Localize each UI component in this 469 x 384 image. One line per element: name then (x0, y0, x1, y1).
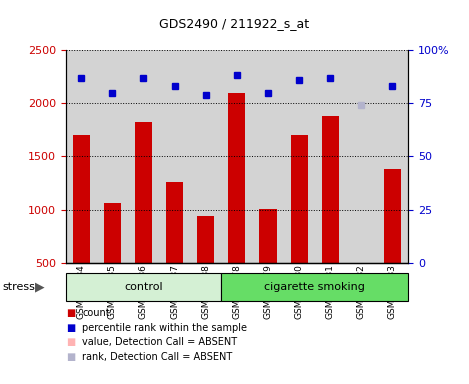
Bar (190, 50, 221, 263)
Bar (221, 50, 252, 263)
Bar (97, 50, 128, 263)
Bar (66, 273, 221, 301)
Bar (197, 216, 214, 316)
Text: ■: ■ (66, 337, 75, 347)
Bar (73, 135, 90, 316)
Bar (166, 182, 183, 316)
Bar (66, 50, 97, 263)
Text: percentile rank within the sample: percentile rank within the sample (82, 323, 247, 333)
Bar (384, 169, 401, 316)
Bar (128, 50, 159, 263)
Text: GDS2490 / 211922_s_at: GDS2490 / 211922_s_at (159, 17, 310, 30)
Bar (346, 50, 377, 263)
Bar (290, 135, 308, 316)
Text: rank, Detection Call = ABSENT: rank, Detection Call = ABSENT (82, 352, 232, 362)
Text: ■: ■ (66, 323, 75, 333)
Text: ■: ■ (66, 352, 75, 362)
Bar (135, 122, 152, 316)
Text: stress: stress (2, 282, 35, 292)
Bar (159, 50, 190, 263)
Bar (221, 273, 408, 301)
Bar (377, 50, 408, 263)
Text: cigarette smoking: cigarette smoking (264, 282, 365, 292)
Bar (252, 50, 284, 263)
Text: ■: ■ (66, 308, 75, 318)
Text: count: count (82, 308, 110, 318)
Text: ▶: ▶ (35, 281, 45, 294)
Bar (284, 50, 315, 263)
Bar (322, 116, 339, 316)
Bar (228, 93, 245, 316)
Bar (315, 50, 346, 263)
Bar (104, 204, 121, 316)
Text: value, Detection Call = ABSENT: value, Detection Call = ABSENT (82, 337, 237, 347)
Bar (353, 311, 370, 316)
Text: control: control (124, 282, 163, 292)
Bar (259, 209, 277, 316)
